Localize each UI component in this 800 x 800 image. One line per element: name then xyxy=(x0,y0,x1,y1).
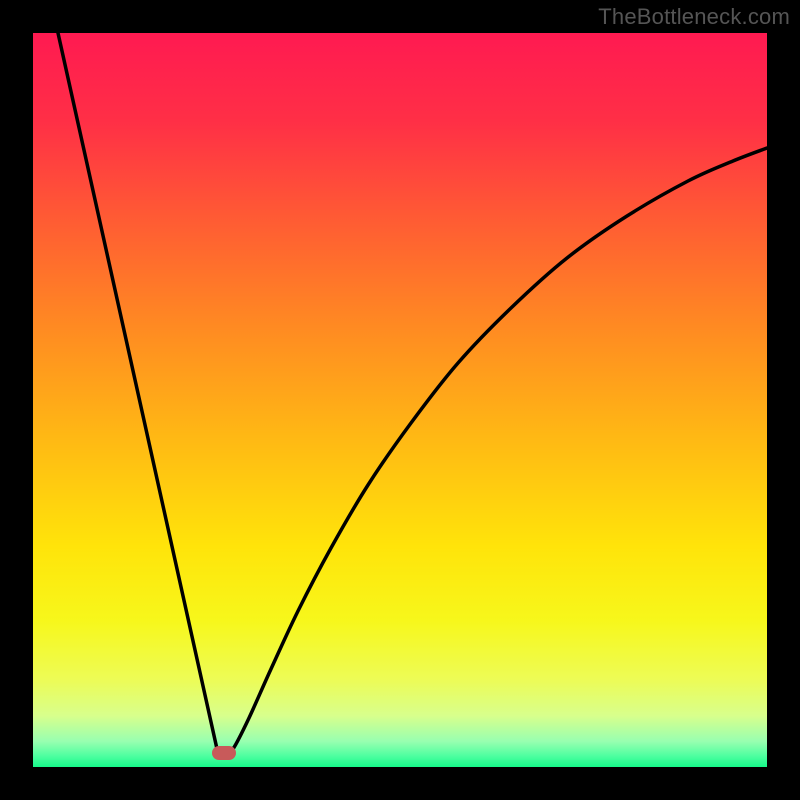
plot-area xyxy=(33,33,767,767)
chart-container: TheBottleneck.com xyxy=(0,0,800,800)
optimal-point-marker xyxy=(212,746,236,760)
bottleneck-curve xyxy=(33,33,767,767)
watermark-label: TheBottleneck.com xyxy=(598,4,790,30)
